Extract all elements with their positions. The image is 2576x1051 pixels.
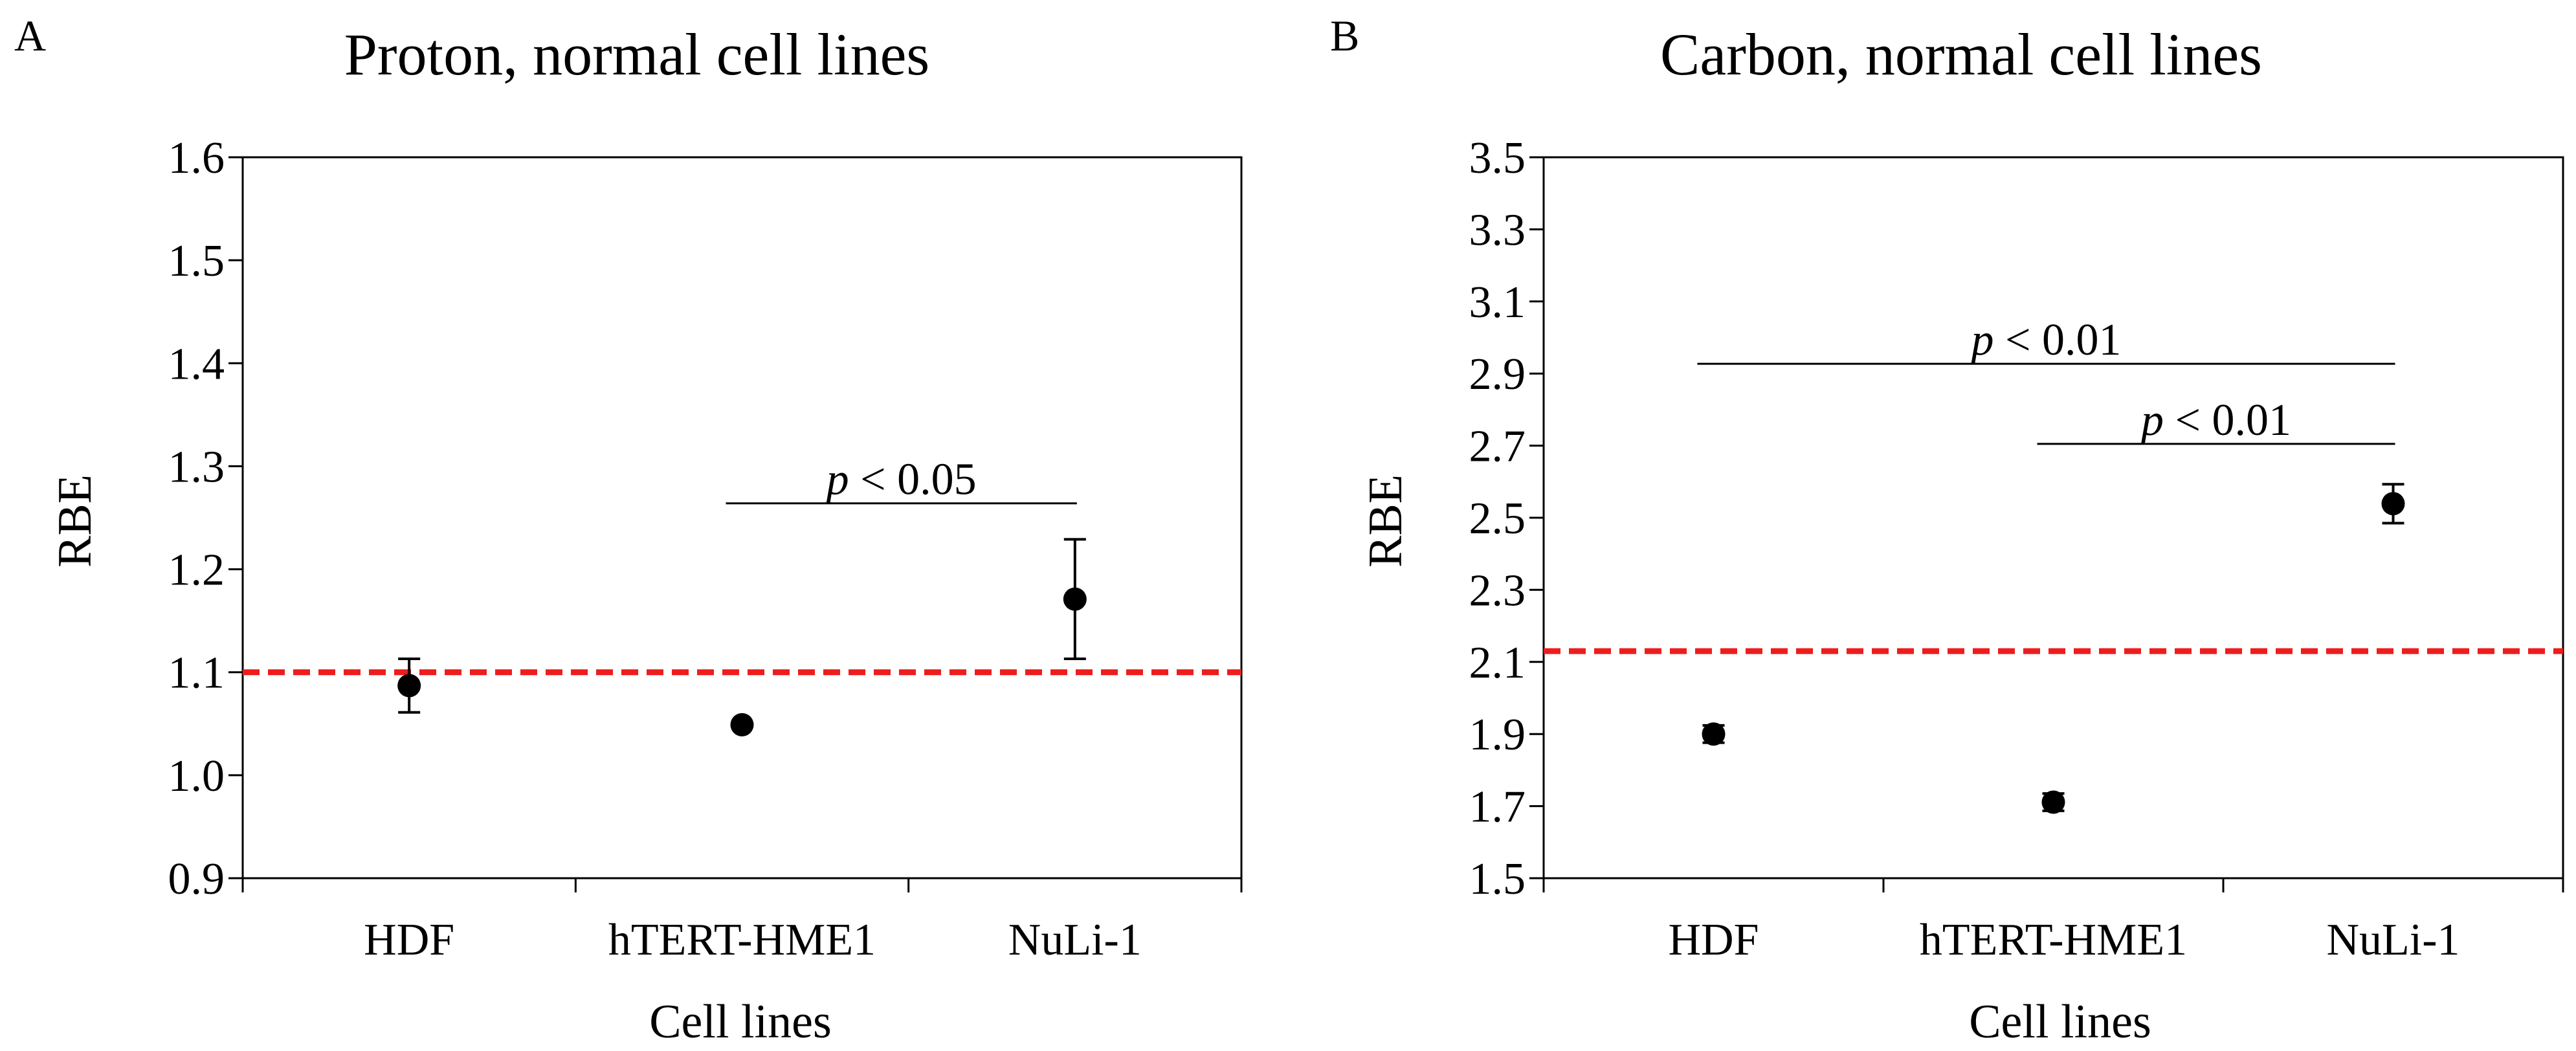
data-point (1702, 722, 1726, 746)
significance-label: p < 0.01 (2138, 395, 2291, 445)
y-tick-label: 1.2 (168, 546, 225, 595)
p-value-text: < 0.01 (1994, 315, 2122, 365)
y-tick-label: 1.7 (1469, 782, 1526, 832)
data-point (397, 674, 421, 698)
data-point (2381, 492, 2405, 516)
y-tick-label: 1.4 (168, 339, 225, 389)
panel-label: B (1330, 11, 1359, 60)
p-symbol: p (1968, 315, 1994, 365)
y-tick-label: 0.9 (168, 854, 225, 904)
p-symbol: p (823, 455, 849, 505)
p-symbol: p (2138, 395, 2164, 445)
x-tick-label: HDF (364, 915, 454, 965)
y-tick-label: 1.5 (168, 236, 225, 286)
significance-label: p < 0.01 (1968, 315, 2122, 365)
y-tick-label: 2.1 (1469, 638, 1526, 688)
chart-title: Carbon, normal cell lines (1660, 21, 2262, 87)
p-value-text: < 0.01 (2164, 395, 2291, 445)
y-tick-label: 3.3 (1469, 205, 1526, 255)
x-tick-label: hTERT-HME1 (1920, 915, 2187, 965)
x-tick-label: HDF (1668, 915, 1759, 965)
y-axis-label: RBE (1359, 474, 1412, 568)
significance-label: p < 0.05 (823, 455, 977, 505)
chart-title: Proton, normal cell lines (344, 21, 930, 87)
plot-area: 0.9 1.0 1.1 1.2 1.3 1.4 1.5 1.6 HDF hTERT-HME1 NuL… (168, 133, 1243, 965)
y-tick-label: 1.0 (168, 751, 225, 801)
p-value-text: < 0.05 (849, 455, 977, 505)
y-tick-label: 1.6 (168, 133, 225, 183)
x-axis-label: Cell lines (649, 995, 832, 1048)
y-tick-label: 2.5 (1469, 494, 1526, 544)
y-tick-label: 2.9 (1469, 349, 1526, 399)
panel-label: A (14, 11, 46, 60)
y-tick-label: 1.9 (1469, 710, 1526, 760)
x-axis-label: Cell lines (1969, 995, 2151, 1048)
y-tick-label: 2.7 (1469, 422, 1526, 472)
x-tick-label: NuLi-1 (2326, 915, 2459, 965)
y-tick-label: 3.1 (1469, 278, 1526, 327)
data-point (730, 713, 754, 736)
x-tick-label: hTERT-HME1 (608, 915, 876, 965)
panel-a: A Proton, normal cell lines Cell lines R… (14, 11, 1243, 1048)
y-tick-label: 3.5 (1469, 133, 1526, 183)
data-point (1063, 587, 1087, 611)
panel-b: B Carbon, normal cell lines Cell lines R… (1330, 11, 2564, 1048)
y-tick-label: 1.1 (168, 648, 225, 698)
data-point (2041, 790, 2065, 814)
y-tick-label: 1.5 (1469, 854, 1526, 904)
plot-frame (241, 156, 1243, 880)
y-axis-label: RBE (49, 474, 102, 568)
x-tick-label: NuLi-1 (1008, 915, 1142, 965)
y-tick-label: 1.3 (168, 442, 225, 492)
y-tick-label: 2.3 (1469, 566, 1526, 615)
plot-area: 1.5 1.7 1.9 2.1 2.3 2.5 2.7 2.9 3.1 3.3 3.5 HDF hTER… (1469, 133, 2564, 965)
